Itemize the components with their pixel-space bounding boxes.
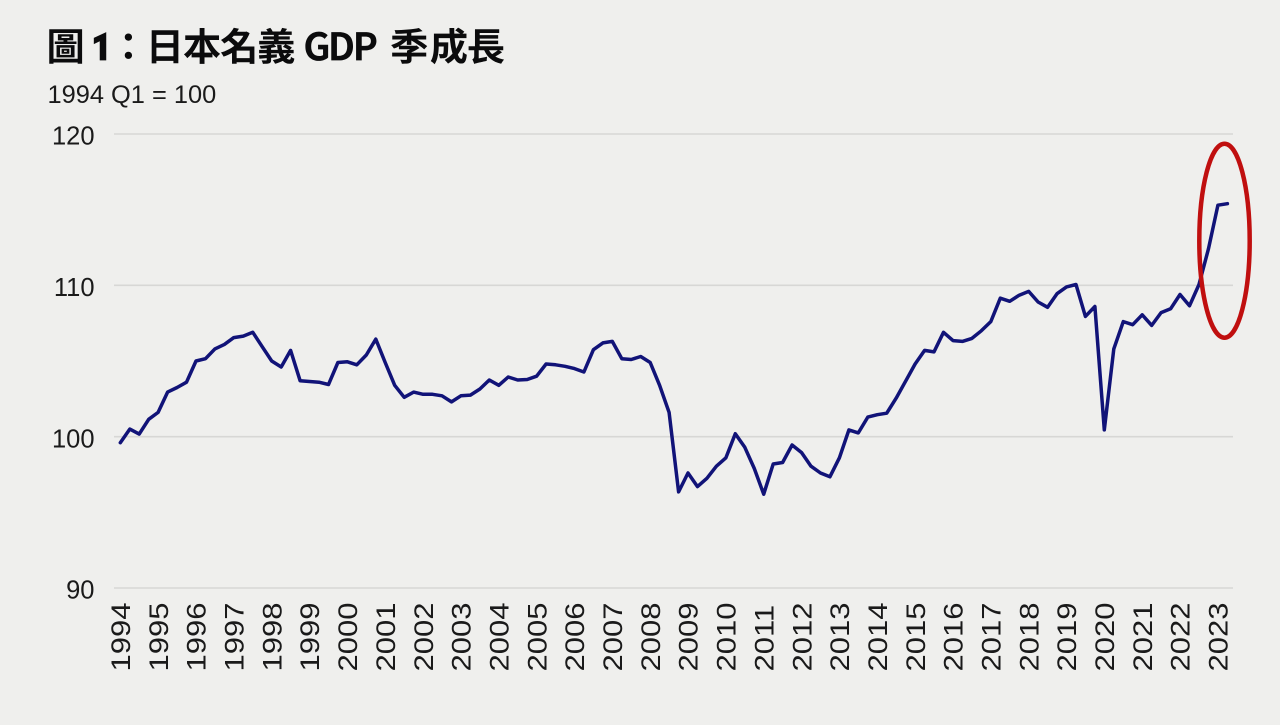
- svg-text:2011: 2011: [750, 605, 780, 672]
- svg-text:2023: 2023: [1204, 603, 1234, 672]
- svg-text:2015: 2015: [901, 603, 931, 672]
- svg-text:1998: 1998: [258, 603, 288, 672]
- svg-text:2009: 2009: [674, 603, 704, 672]
- svg-text:2017: 2017: [977, 603, 1007, 672]
- svg-text:1994: 1994: [107, 603, 137, 672]
- svg-text:2003: 2003: [447, 603, 477, 672]
- svg-text:90: 90: [66, 577, 94, 605]
- svg-text:2005: 2005: [523, 603, 553, 672]
- svg-text:2008: 2008: [637, 603, 667, 672]
- svg-text:2004: 2004: [485, 603, 515, 672]
- svg-text:2000: 2000: [334, 603, 364, 672]
- svg-text:2001: 2001: [372, 603, 402, 672]
- svg-text:2019: 2019: [1053, 603, 1083, 672]
- svg-text:2012: 2012: [788, 603, 818, 672]
- svg-text:110: 110: [54, 274, 95, 302]
- svg-text:2006: 2006: [561, 603, 591, 672]
- svg-text:2013: 2013: [826, 603, 856, 672]
- svg-text:2021: 2021: [1129, 603, 1159, 672]
- svg-text:2002: 2002: [409, 603, 439, 672]
- svg-text:1994 Q1 = 100: 1994 Q1 = 100: [48, 81, 217, 109]
- svg-text:2007: 2007: [599, 603, 629, 672]
- svg-text:1996: 1996: [182, 603, 212, 672]
- svg-text:100: 100: [52, 425, 95, 453]
- svg-text:2010: 2010: [712, 603, 742, 672]
- svg-text:2014: 2014: [864, 603, 894, 672]
- svg-text:1995: 1995: [144, 603, 174, 672]
- svg-text:2020: 2020: [1091, 603, 1121, 672]
- svg-text:2016: 2016: [939, 603, 969, 672]
- svg-text:120: 120: [52, 123, 95, 151]
- svg-text:1999: 1999: [296, 603, 326, 672]
- svg-text:2018: 2018: [1015, 603, 1045, 672]
- svg-text:2022: 2022: [1166, 603, 1196, 672]
- svg-text:1997: 1997: [220, 603, 250, 672]
